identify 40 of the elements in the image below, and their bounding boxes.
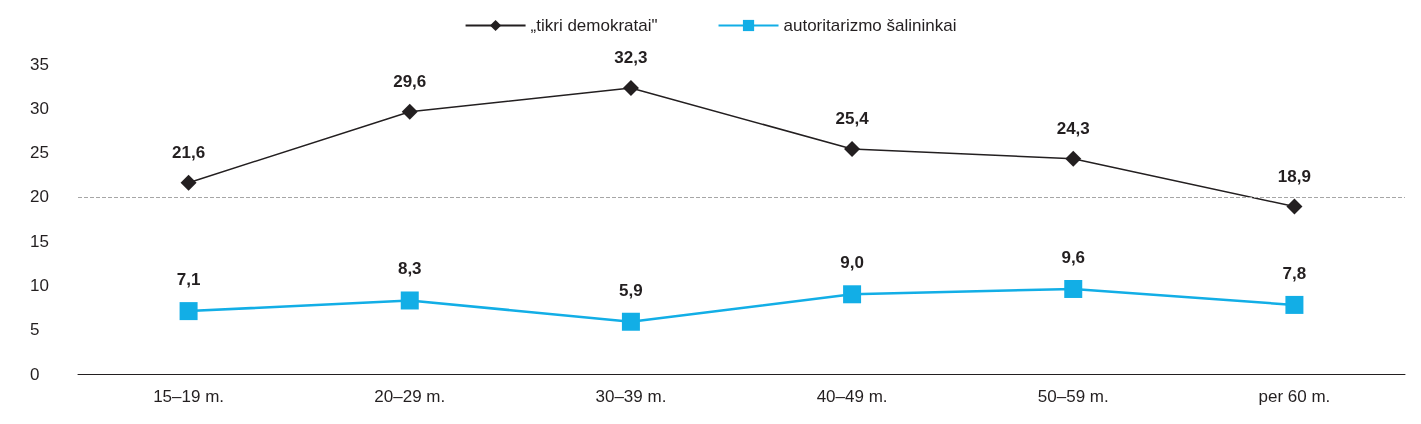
- y-tick-label: 10: [30, 275, 49, 295]
- point: [843, 285, 862, 304]
- x-tick-label: 30–39 m.: [595, 387, 667, 406]
- data-label: 5,9: [619, 280, 643, 300]
- data-label: 25,4: [835, 109, 870, 129]
- x-tick-label: 40–49 m.: [816, 387, 888, 406]
- x-tick-label: 50–59 m.: [1037, 387, 1109, 406]
- data-label: 18,9: [1277, 166, 1311, 186]
- point: [1064, 279, 1083, 298]
- data-label: 24,3: [1056, 118, 1090, 138]
- legend-label: autoritarizmo šalininkai: [783, 16, 957, 35]
- x-tick-label: 15–19 m.: [153, 387, 225, 406]
- point: [1286, 198, 1303, 215]
- point: [400, 291, 419, 310]
- point: [179, 302, 198, 321]
- y-tick-label: 5: [30, 320, 40, 340]
- data-label: 29,6: [393, 71, 427, 91]
- y-tick-label: 30: [30, 98, 49, 118]
- point: [621, 312, 640, 331]
- data-label: 9,6: [1061, 247, 1086, 267]
- point: [844, 141, 861, 158]
- data-label: 8,3: [397, 259, 422, 279]
- point: [401, 103, 418, 120]
- data-label: 7,8: [1282, 263, 1307, 283]
- point: [622, 79, 639, 96]
- legend-label: „tikri demokratai": [530, 16, 658, 35]
- y-tick-label: 20: [30, 187, 49, 207]
- y-tick-label: 15: [30, 231, 49, 251]
- point: [1065, 150, 1082, 167]
- y-tick-label: 25: [30, 143, 49, 163]
- y-tick-label: 35: [30, 54, 49, 74]
- x-tick-label: per 60 m.: [1258, 387, 1331, 406]
- data-label: 9,0: [840, 253, 864, 273]
- data-label: 7,1: [176, 270, 201, 290]
- point: [1285, 295, 1304, 314]
- y-tick-label: 0: [30, 364, 40, 384]
- point: [180, 174, 197, 191]
- data-label: 32,3: [614, 47, 648, 67]
- data-label: 21,6: [172, 142, 206, 162]
- x-tick-label: 20–29 m.: [374, 387, 446, 406]
